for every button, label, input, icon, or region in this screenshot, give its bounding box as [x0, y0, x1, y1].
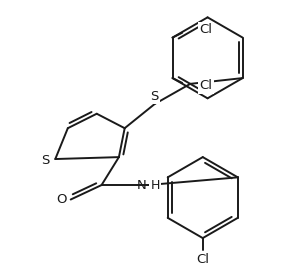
Text: Cl: Cl — [200, 23, 212, 36]
Text: H: H — [151, 179, 160, 192]
Text: O: O — [56, 193, 66, 206]
Text: N: N — [137, 179, 147, 192]
Text: Cl: Cl — [196, 253, 209, 265]
Text: S: S — [41, 154, 50, 167]
Text: Cl: Cl — [200, 79, 212, 92]
Text: S: S — [150, 90, 159, 103]
